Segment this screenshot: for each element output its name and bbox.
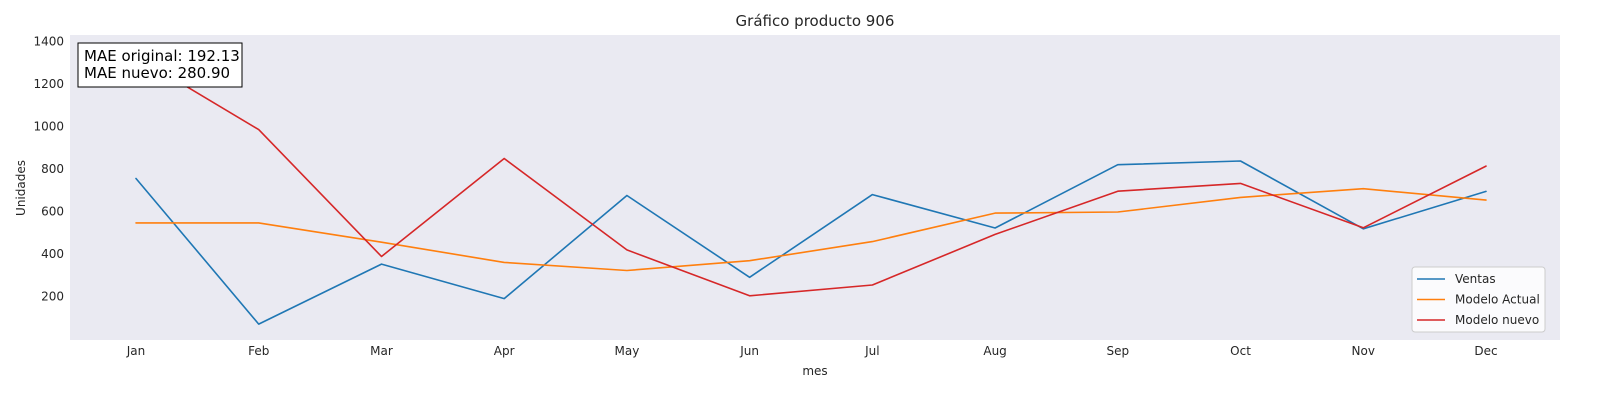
x-axis-ticks: Jan Feb Mar Apr May Jun Jul Aug Sep Oct Nov Dec xyxy=(126,344,1498,358)
x-tick-label-sep: Sep xyxy=(1107,344,1130,358)
legend-label-modelo-nuevo: Modelo nuevo xyxy=(1455,313,1539,327)
plot-area xyxy=(70,35,1560,340)
x-tick-label-oct: Oct xyxy=(1230,344,1251,358)
x-tick-label-apr: Apr xyxy=(494,344,515,358)
x-tick-label-nov: Nov xyxy=(1352,344,1375,358)
series-layer xyxy=(135,55,1487,325)
x-tick-label-dec: Dec xyxy=(1474,344,1497,358)
x-tick-label-jan: Jan xyxy=(126,344,146,358)
legend-label-ventas: Ventas xyxy=(1455,272,1496,286)
y-tick-label-200: 200 xyxy=(41,289,64,303)
y-tick-label-800: 800 xyxy=(41,162,64,176)
legend: Ventas Modelo Actual Modelo nuevo xyxy=(1411,266,1546,333)
x-tick-label-jun: Jun xyxy=(739,344,759,358)
y-tick-label-1200: 1200 xyxy=(33,77,64,91)
chart-title: Gráfico producto 906 xyxy=(736,12,895,30)
series-line-modelo-nuevo xyxy=(135,55,1487,297)
series-line-modelo-actual xyxy=(135,187,1487,272)
x-tick-label-mar: Mar xyxy=(370,344,393,358)
x-tick-label-aug: Aug xyxy=(983,344,1006,358)
x-tick-label-may: May xyxy=(615,344,640,358)
mae-nuevo-text: MAE nuevo: 280.90 xyxy=(84,64,230,82)
x-axis-label: mes xyxy=(802,364,827,378)
x-tick-label-feb: Feb xyxy=(248,344,269,358)
x-tick-label-jul: Jul xyxy=(864,344,879,358)
y-tick-label-400: 400 xyxy=(41,247,64,261)
y-axis-ticks: 200 400 600 800 1000 1200 1400 xyxy=(33,34,64,303)
mae-original-text: MAE original: 192.13 xyxy=(84,47,240,65)
series-line-ventas xyxy=(135,160,1487,325)
y-tick-label-1000: 1000 xyxy=(33,119,64,133)
y-tick-label-600: 600 xyxy=(41,204,64,218)
y-axis-label: Unidades xyxy=(14,160,28,216)
mae-annotation-box: MAE original: 192.13 MAE nuevo: 280.90 xyxy=(77,42,243,88)
legend-label-modelo-actual: Modelo Actual xyxy=(1455,293,1540,307)
y-tick-label-1400: 1400 xyxy=(33,34,64,48)
